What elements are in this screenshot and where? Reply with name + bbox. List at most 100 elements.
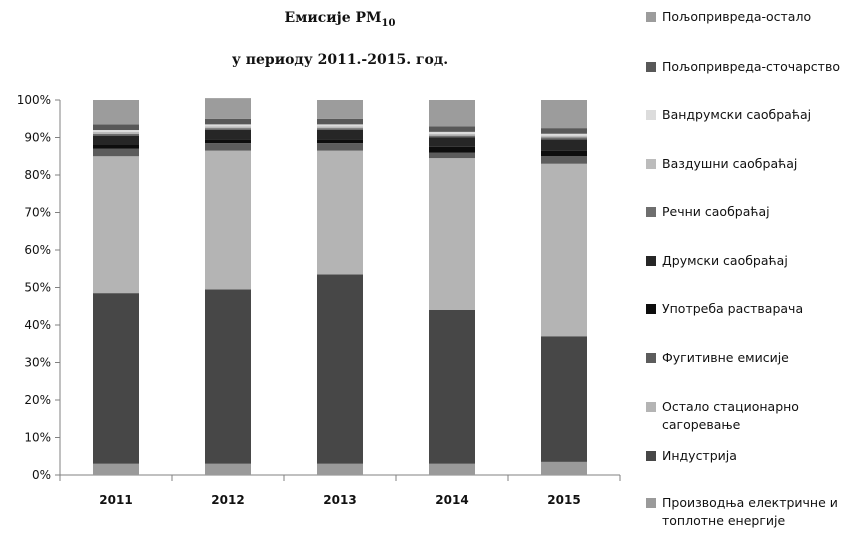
chart-title: Емисије PM10 <box>284 10 396 29</box>
bar-segment <box>205 98 251 119</box>
y-tick-label: 90% <box>24 131 51 145</box>
bar-segment <box>93 100 139 125</box>
chart-subtitle: у периоду 2011.-2015. год. <box>231 52 449 68</box>
bar-segment <box>541 150 587 157</box>
x-tick-label: 2014 <box>435 493 468 507</box>
legend-label: Пољопривреда-остало <box>662 9 812 24</box>
legend-swatch <box>646 353 656 363</box>
bar-segment <box>429 131 475 134</box>
legend-label: Ваздушни саобраћај <box>662 156 798 171</box>
bar-segment <box>541 156 587 164</box>
bar-segment <box>205 139 251 144</box>
bar-segment <box>205 150 251 290</box>
bar-segment <box>317 143 363 151</box>
bar-segment <box>429 135 475 138</box>
bar-segment <box>93 124 139 130</box>
legend-item: Фугитивне емисије <box>646 349 857 367</box>
x-tick-label: 2013 <box>323 493 356 507</box>
legend-item: Ваздушни саобраћај <box>646 155 857 173</box>
bar-segment <box>541 336 587 462</box>
chart-legend: Пољопривреда-остало Пољопривреда-сточарст… <box>646 0 859 533</box>
legend-item: Друмски саобраћај <box>646 252 857 270</box>
bar-segment <box>93 148 139 157</box>
legend-label: Пољопривреда-сточарство <box>662 59 840 74</box>
y-tick-label: 50% <box>24 281 51 295</box>
bar-segment <box>541 100 587 129</box>
y-tick-label: 20% <box>24 393 51 407</box>
y-tick-label: 10% <box>24 431 51 445</box>
bar-segment <box>317 274 363 464</box>
bar-segment <box>541 128 587 134</box>
legend-swatch <box>646 451 656 461</box>
bar-segment <box>317 128 363 130</box>
x-tick-label: 2015 <box>547 493 580 507</box>
legend-swatch <box>646 304 656 314</box>
legend-item: Речни саобраћај <box>646 203 857 221</box>
bar-segment <box>205 128 251 130</box>
legend-label: Индустрија <box>662 448 737 463</box>
x-tick-label: 2012 <box>211 493 244 507</box>
bar-segment <box>541 137 587 140</box>
y-tick-label: 80% <box>24 168 51 182</box>
bar-segment <box>429 133 475 136</box>
bar-segment <box>429 137 475 147</box>
legend-label: Употреба растварача <box>662 301 804 316</box>
bar-segment <box>205 463 251 475</box>
bar-segment <box>205 124 251 127</box>
y-tick-label: 60% <box>24 243 51 257</box>
bar-segment <box>429 100 475 127</box>
legend-swatch <box>646 12 656 22</box>
bar-segment <box>429 146 475 153</box>
legend-label: Речни саобраћај <box>662 204 770 219</box>
bar-segment <box>205 126 251 129</box>
bar-segment <box>541 135 587 138</box>
legend-item: Пољопривреда-остало <box>646 8 857 26</box>
bar-segment <box>93 131 139 134</box>
legend-label: Фугитивне емисије <box>662 350 789 365</box>
legend-swatch <box>646 159 656 169</box>
bar-segment <box>93 463 139 475</box>
legend-label: Друмски саобраћај <box>662 253 788 268</box>
legend-item: Производња електричне и топлотне енергиј… <box>646 494 857 530</box>
bar-segment <box>205 130 251 140</box>
bar-segment <box>93 135 139 145</box>
legend-item: Остало стационарно сагоревање <box>646 398 857 434</box>
legend-item: Индустрија <box>646 447 857 465</box>
bar-segment <box>317 463 363 475</box>
legend-label: Производња електричне и топлотне енергиј… <box>662 495 838 528</box>
y-tick-label: 0% <box>32 468 51 482</box>
bar-segment <box>205 289 251 464</box>
bar-segment <box>317 118 363 125</box>
bar-segment <box>317 130 363 140</box>
x-tick-label: 2011 <box>99 493 132 507</box>
legend-item: Употреба растварача <box>646 300 857 318</box>
bar-segment <box>541 139 587 151</box>
bar-segment <box>429 463 475 475</box>
bar-segment <box>93 130 139 132</box>
bar-segment <box>541 163 587 337</box>
y-tick-label: 70% <box>24 206 51 220</box>
bar-segment <box>317 126 363 129</box>
bar-segment <box>541 461 587 475</box>
bar-segment <box>93 145 139 149</box>
bar-segment <box>429 152 475 159</box>
legend-swatch <box>646 498 656 508</box>
bar-segment <box>205 118 251 125</box>
bar-segment <box>429 158 475 310</box>
bar-segment <box>317 139 363 144</box>
legend-item: Вандрумски саобраћај <box>646 106 857 124</box>
bar-segment <box>93 156 139 294</box>
legend-swatch <box>646 207 656 217</box>
bar-segment <box>317 150 363 275</box>
legend-label: Вандрумски саобраћај <box>662 107 812 122</box>
legend-item: Пољопривреда-сточарство <box>646 58 857 76</box>
bar-segment <box>317 124 363 127</box>
y-tick-label: 100% <box>17 93 51 107</box>
bar-segment <box>429 310 475 464</box>
bar-segment <box>541 133 587 136</box>
bar-segment <box>93 293 139 464</box>
bar-segment <box>317 100 363 119</box>
bar-segment <box>93 133 139 136</box>
y-tick-label: 40% <box>24 318 51 332</box>
